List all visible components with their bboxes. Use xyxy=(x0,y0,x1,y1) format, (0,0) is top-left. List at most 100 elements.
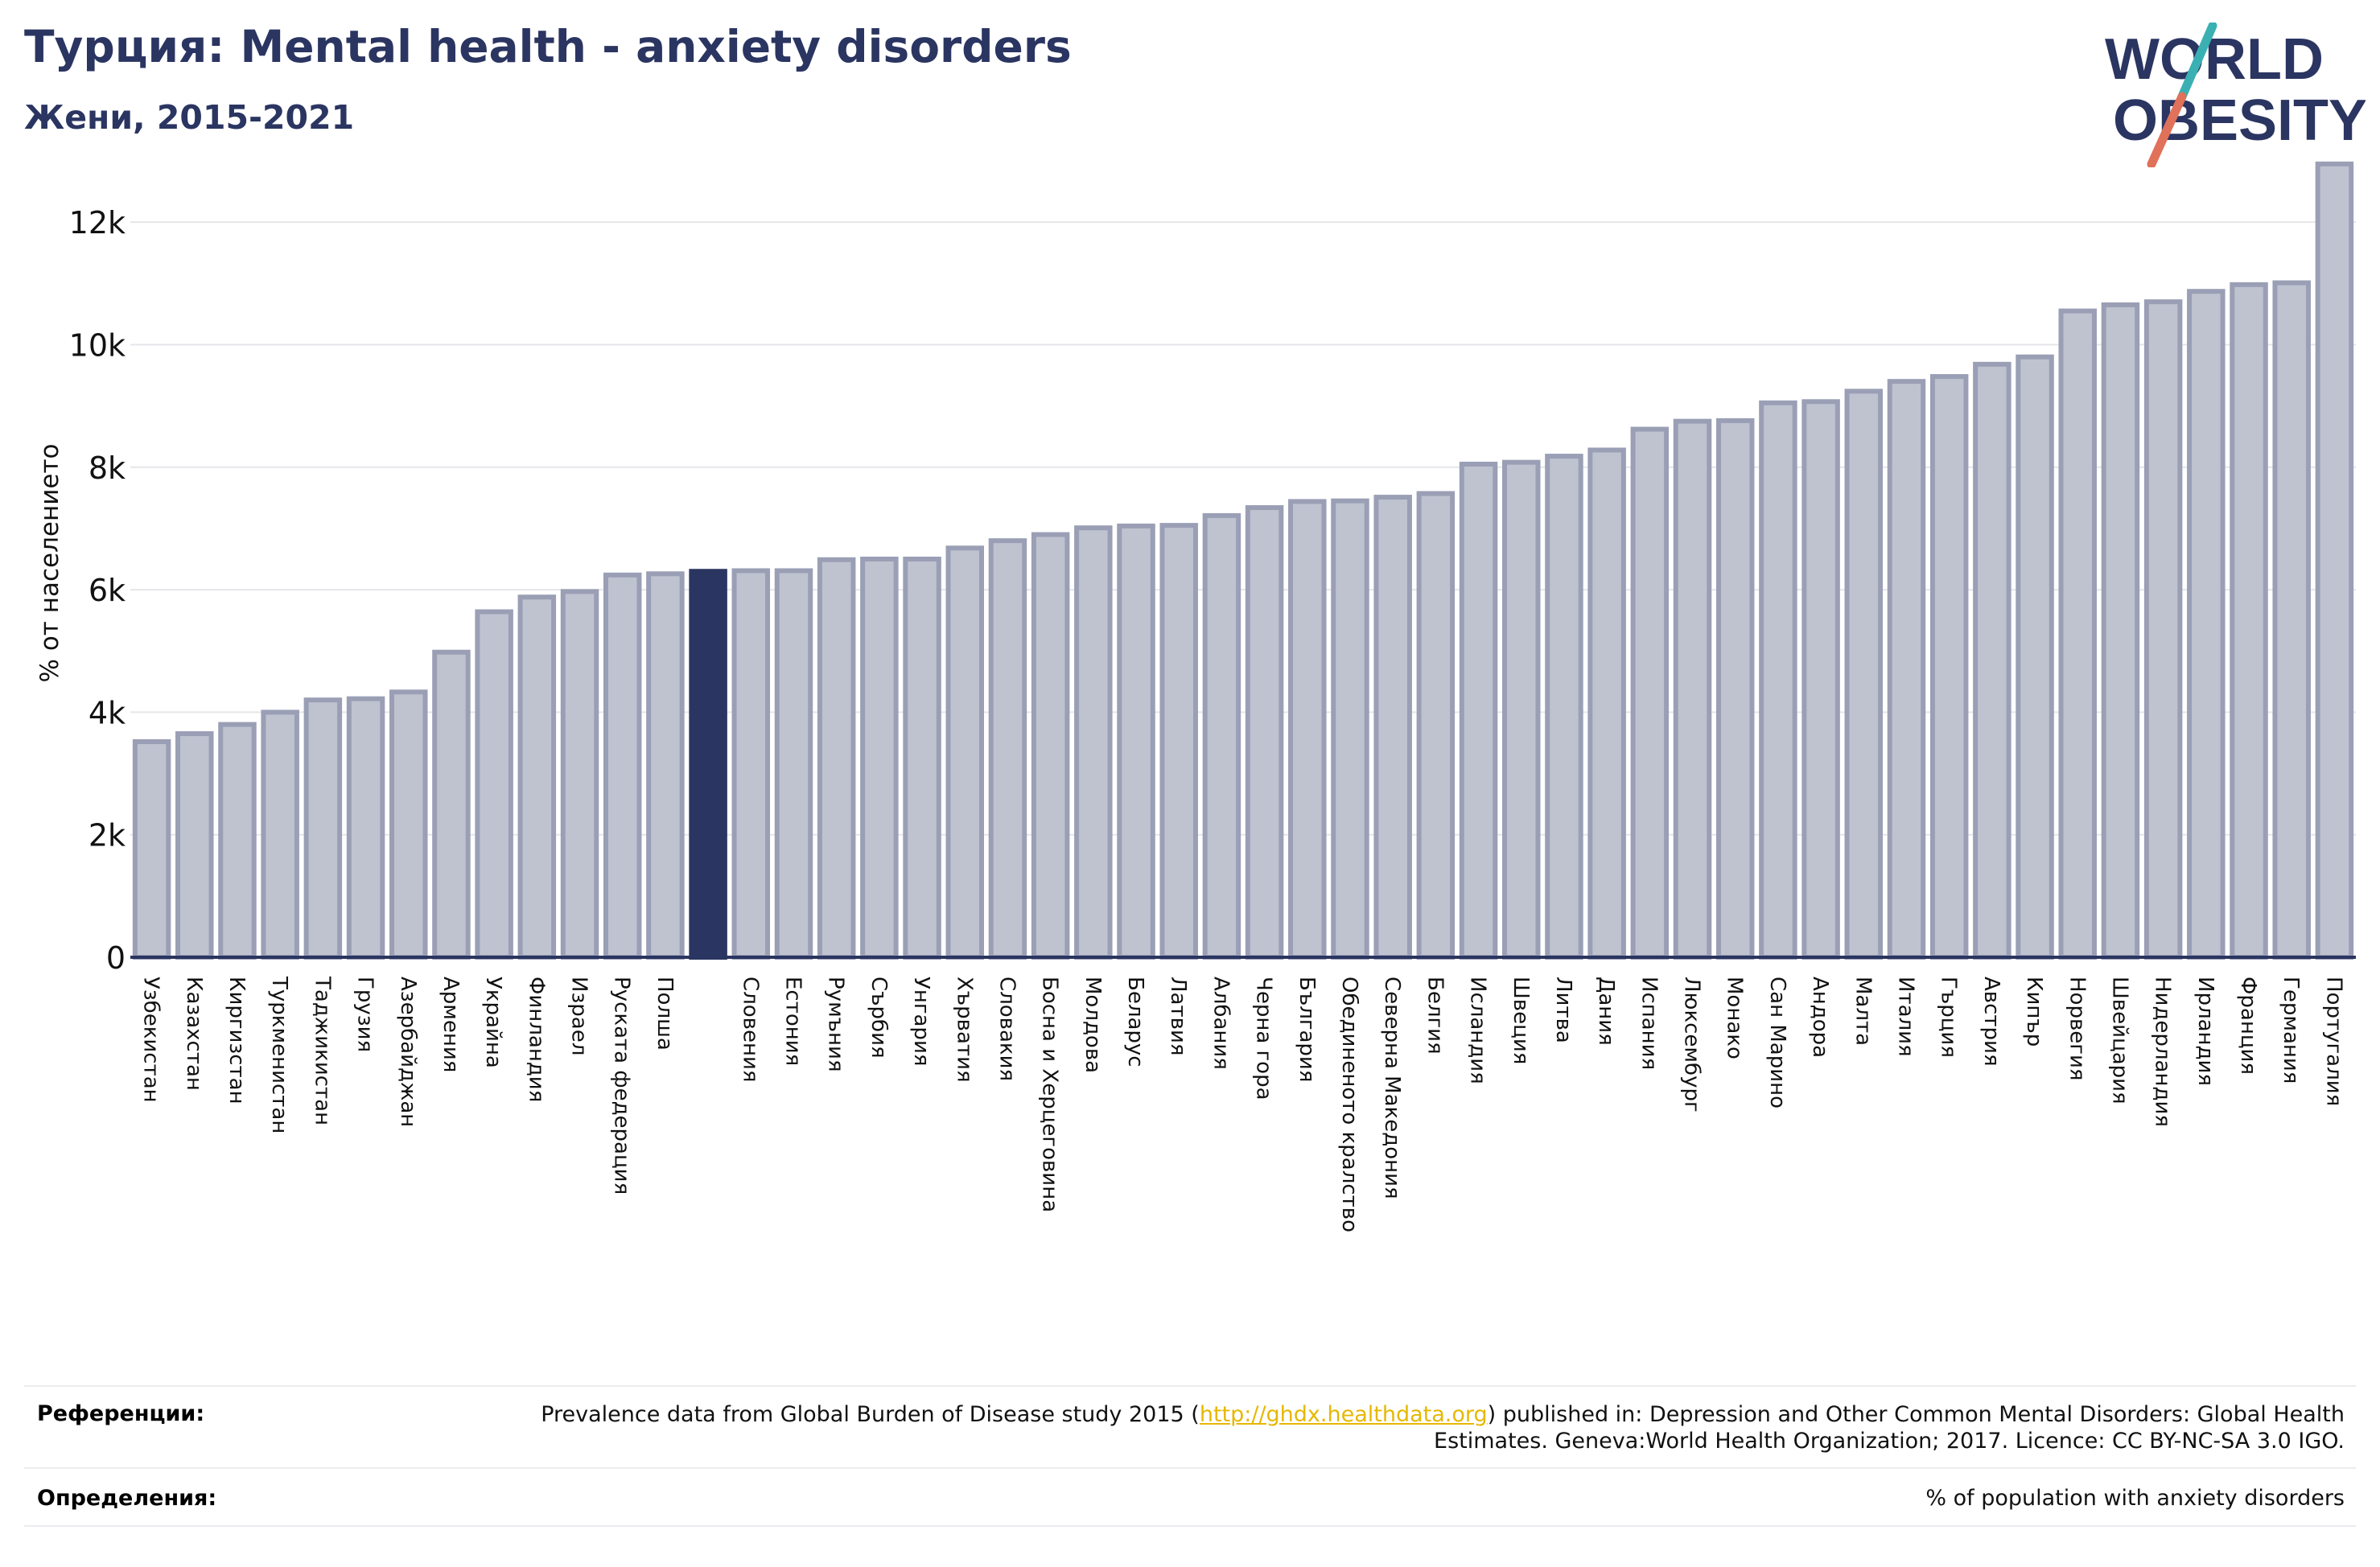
x-tick-label: Исландия xyxy=(1466,977,1490,1084)
x-tick-label: Нидерландия xyxy=(2151,977,2175,1127)
references-text-pre: Prevalence data from Global Burden of Di… xyxy=(541,1402,1200,1427)
bar xyxy=(1459,461,1498,960)
x-tick-label: Азербайджан xyxy=(396,977,420,1127)
bar xyxy=(1502,459,1541,960)
y-tick-label: 2k xyxy=(89,818,126,853)
bar xyxy=(389,689,428,960)
x-tick-label: Туркменистан xyxy=(267,976,291,1133)
x-tick-label: Хърватия xyxy=(952,977,976,1083)
x-tick-label: Казахстан xyxy=(182,977,206,1091)
x-tick-label: Германия xyxy=(2279,977,2303,1084)
bar xyxy=(603,572,642,960)
bar xyxy=(988,538,1027,960)
world-obesity-logo: WORLD OBESITY xyxy=(2105,23,2366,167)
x-tick-label: Португалия xyxy=(2321,977,2345,1106)
x-tick-label: Финландия xyxy=(524,977,548,1102)
bar xyxy=(1844,389,1884,960)
bar xyxy=(475,609,513,960)
x-tick-label: Норвегия xyxy=(2065,977,2089,1080)
bar xyxy=(1117,523,1155,960)
x-tick-label: Австрия xyxy=(1979,977,2003,1067)
bar xyxy=(945,545,984,960)
chart-subtitle: Жени, 2015-2021 xyxy=(24,98,355,137)
bar xyxy=(1331,498,1369,960)
y-tick-label: 0 xyxy=(106,940,126,976)
x-tick-label: Малта xyxy=(1851,977,1875,1046)
logo-slash-top xyxy=(2177,23,2217,101)
x-tick-label: Естония xyxy=(780,977,805,1066)
bar xyxy=(1759,400,1797,960)
bar xyxy=(175,731,214,960)
x-tick-label: Украйна xyxy=(481,977,505,1068)
x-tick-label: Унгария xyxy=(909,977,933,1066)
x-tick-label: Беларус xyxy=(1123,977,1147,1067)
x-tick-label: Таджикистан xyxy=(310,976,334,1125)
bar xyxy=(2272,280,2311,960)
bar xyxy=(132,738,171,960)
x-tick-label: Киргизстан xyxy=(224,977,249,1104)
references-label: Референции: xyxy=(37,1401,205,1426)
logo-slash-bottom xyxy=(2147,92,2187,167)
bar xyxy=(1973,361,2011,960)
chart-title: Турция: Mental health - anxiety disorder… xyxy=(24,21,1072,72)
x-tick-label: Узбекистан xyxy=(139,977,163,1103)
x-tick-label: Испания xyxy=(1637,977,1661,1070)
x-tick-label: Франция xyxy=(2236,977,2260,1075)
bar xyxy=(2143,299,2183,960)
bar-chart: 0 2k 4k 6k 8k 10k 12k % от населението Узбекиста… xyxy=(35,161,2356,1232)
bar xyxy=(1673,418,1712,960)
bar xyxy=(2101,302,2140,960)
x-tick-label: Полша xyxy=(653,977,677,1051)
y-axis-label: % от населението xyxy=(35,444,64,683)
x-tick-label: Белгия xyxy=(1423,977,1447,1055)
bar xyxy=(218,722,257,960)
definitions-text: % of population with anxiety disorders xyxy=(1925,1486,2345,1511)
x-tick-label: Монако xyxy=(1723,977,1747,1059)
x-tick-label: Сърбия xyxy=(867,977,891,1059)
bar xyxy=(1245,505,1284,960)
x-tick-label: Румъния xyxy=(824,977,848,1072)
x-tick-label: Италия xyxy=(1893,977,1917,1057)
bar xyxy=(1416,491,1456,960)
bar xyxy=(2187,289,2226,960)
references-text: Prevalence data from Global Burden of Di… xyxy=(494,1401,2345,1454)
logo-line-1: WORLD xyxy=(2105,27,2324,92)
bar-highlight xyxy=(689,569,727,960)
bar xyxy=(517,594,557,960)
x-tick-label: Кипър xyxy=(2022,977,2046,1047)
footer-divider xyxy=(24,1467,2356,1469)
bar xyxy=(432,649,471,960)
definitions-label: Определения: xyxy=(37,1486,217,1511)
x-tick-label: Дания xyxy=(1594,977,1618,1046)
x-tick-label: Латвия xyxy=(1166,977,1190,1056)
y-tick-label: 6k xyxy=(89,573,126,608)
x-tick-label: Босна и Херцеговина xyxy=(1038,977,1062,1212)
x-tick-label: Словакия xyxy=(994,977,1019,1081)
bar xyxy=(1202,512,1241,960)
bar xyxy=(1630,426,1670,960)
x-tick-label: Руската федерация xyxy=(610,977,634,1195)
x-tick-label: Ирландия xyxy=(2193,977,2217,1086)
bar xyxy=(303,697,343,960)
bar xyxy=(774,568,813,960)
bar xyxy=(2230,282,2268,960)
bar xyxy=(1074,525,1113,960)
bar xyxy=(1373,495,1412,960)
bar xyxy=(646,571,685,960)
bar xyxy=(1887,379,1926,960)
x-tick-label: Северна Македония xyxy=(1380,977,1404,1199)
bar xyxy=(2016,354,2054,960)
bar xyxy=(1801,399,1840,960)
bar xyxy=(1929,374,1969,960)
bar xyxy=(1288,499,1327,960)
y-tick-label: 12k xyxy=(69,205,126,241)
bar xyxy=(860,557,899,960)
bar xyxy=(1587,447,1626,960)
x-tick-label: Люксембург xyxy=(1680,977,1704,1113)
references-link[interactable]: http://ghdx.healthdata.org xyxy=(1199,1402,1488,1427)
x-tick-label: Андора xyxy=(1808,977,1832,1058)
x-tick-label: Обединеното кралство xyxy=(1337,977,1361,1232)
bar xyxy=(560,589,599,960)
x-tick-label: Швейцария xyxy=(2107,977,2131,1104)
x-tick-label: Литва xyxy=(1551,977,1575,1043)
